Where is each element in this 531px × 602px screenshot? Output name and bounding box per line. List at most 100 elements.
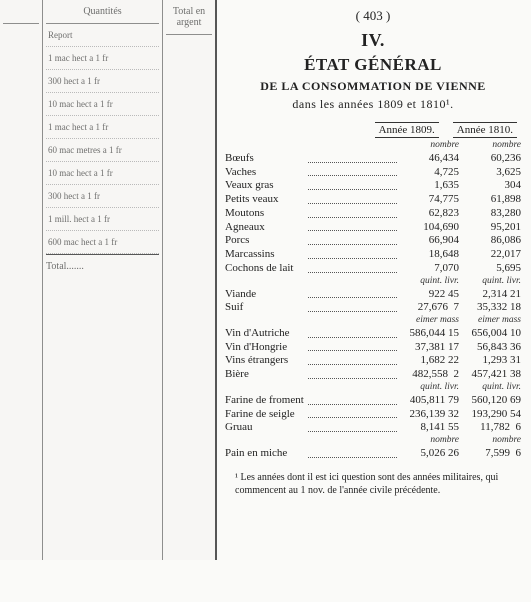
leader-dots [306,221,399,235]
value-1810: 7,599 6 [461,447,523,461]
section-roman: IV. [223,30,523,51]
value-1809: 46,434 [399,152,461,166]
unit-label: nombre [461,140,523,152]
table-row: Gruau8,141 5511,782 6 [223,421,523,435]
ghost-table: Quantités Report 1 mac hect a 1 fr 300 hec… [0,0,217,560]
subtitle-2: dans les années 1809 et 1810¹. [223,97,523,112]
ghost-row: 1 mill. hect a 1 fr [46,208,159,231]
value-1809: 104,690 [399,221,461,235]
unit-label: nombre [399,435,461,447]
row-label: Suif [223,301,306,315]
value-1809: 66,904 [399,234,461,248]
ghost-col-total: Total en argent [166,4,212,35]
row-label: Vin d'Hongrie [223,341,306,355]
leader-dots [306,354,399,368]
leader-dots [306,421,399,435]
value-1810: 60,236 [461,152,523,166]
table-row: Suif 27,676 735,332 18 [223,301,523,315]
leader-dots [306,447,399,461]
unit-label: eimer mass [399,315,461,327]
ghost-row: 10 mac hect a 1 fr [46,162,159,185]
value-1810: 95,201 [461,221,523,235]
leader-dots [306,248,399,262]
table-row: Vaches4,7253,625 [223,166,523,180]
scanned-page: Quantités Report 1 mac hect a 1 fr 300 hec… [0,0,531,602]
value-1809: 5,026 26 [399,447,461,461]
row-label: Farine de froment [223,394,306,408]
unit-label: eimer mass [461,315,523,327]
row-label: Pain en miche [223,447,306,461]
leader-dots [306,288,399,302]
value-1809: 37,381 17 [399,341,461,355]
main-text-block: ( 403 ) IV. ÉTAT GÉNÉRAL DE LA CONSOMMAT… [223,6,523,596]
leader-dots [306,301,399,315]
leader-dots [306,327,399,341]
table-row: Agneaux104,69095,201 [223,221,523,235]
value-1810: 193,290 54 [461,408,523,422]
row-label: Farine de seigle [223,408,306,422]
table-row: Moutons 62,82383,280 [223,207,523,221]
value-1809: 27,676 7 [399,301,461,315]
row-label: Viande [223,288,306,302]
value-1809: 236,139 32 [399,408,461,422]
leader-dots [306,193,399,207]
value-1810: 656,004 10 [461,327,523,341]
value-1810: 83,280 [461,207,523,221]
ghost-total: Total....... [46,254,159,272]
table-row: Petits veaux74,77561,898 [223,193,523,207]
row-label: Moutons [223,207,306,221]
value-1809: 8,141 55 [399,421,461,435]
value-1809: 1,682 22 [399,354,461,368]
row-label: Vaches [223,166,306,180]
value-1809: 74,775 [399,193,461,207]
value-1810: 3,625 [461,166,523,180]
table-row: Bière482,558 2457,421 38 [223,368,523,382]
value-1809: 405,811 79 [399,394,461,408]
leader-dots [306,207,399,221]
value-1810: 560,120 69 [461,394,523,408]
row-label: Bœufs [223,152,306,166]
table-row: Bœufs 46,43460,236 [223,152,523,166]
unit-label: nombre [461,435,523,447]
row-label: Marcassins [223,248,306,262]
value-1810: 61,898 [461,193,523,207]
table-row: Veaux gras 1,635304 [223,179,523,193]
ghost-row: 600 mac hect a 1 fr [46,231,159,254]
leader-dots [306,341,399,355]
row-label: Porcs [223,234,306,248]
row-label: Veaux gras [223,179,306,193]
ghost-col-blank [3,4,39,24]
ghost-row: 300 hect a 1 fr [46,185,159,208]
leader-dots [306,234,399,248]
page-number: ( 403 ) [223,8,523,24]
row-label: Cochons de lait [223,262,306,276]
ghost-row: Report [46,24,159,47]
leader-dots [306,394,399,408]
leader-dots [306,262,399,276]
value-1809: 18,648 [399,248,461,262]
table-row: Farine de froment 405,811 79560,120 69 [223,394,523,408]
ghost-col-qty: Quantités [46,4,159,24]
unit-label: quint. livr. [461,382,523,394]
value-1809: 62,823 [399,207,461,221]
consumption-table: nombrenombreBœufs46,43460,236Vaches4,725… [223,140,523,461]
value-1810: 304 [461,179,523,193]
table-row: Cochons de lait7,0705,695 [223,262,523,276]
value-1809: 482,558 2 [399,368,461,382]
year-1810: Année 1810. [453,122,517,138]
value-1809: 586,044 15 [399,327,461,341]
row-label: Vins étrangers [223,354,306,368]
value-1809: 1,635 [399,179,461,193]
table-row: Vins étrangers1,682 221,293 31 [223,354,523,368]
table-row: Farine de seigle 236,139 32193,290 54 [223,408,523,422]
row-label: Bière [223,368,306,382]
value-1810: 35,332 18 [461,301,523,315]
unit-label: quint. livr. [399,382,461,394]
ghost-row: 300 hect a 1 fr [46,70,159,93]
value-1810: 86,086 [461,234,523,248]
leader-dots [306,152,399,166]
value-1810: 5,695 [461,262,523,276]
leader-dots [306,166,399,180]
value-1810: 22,017 [461,248,523,262]
ghost-row: 1 mac hect a 1 fr [46,116,159,139]
